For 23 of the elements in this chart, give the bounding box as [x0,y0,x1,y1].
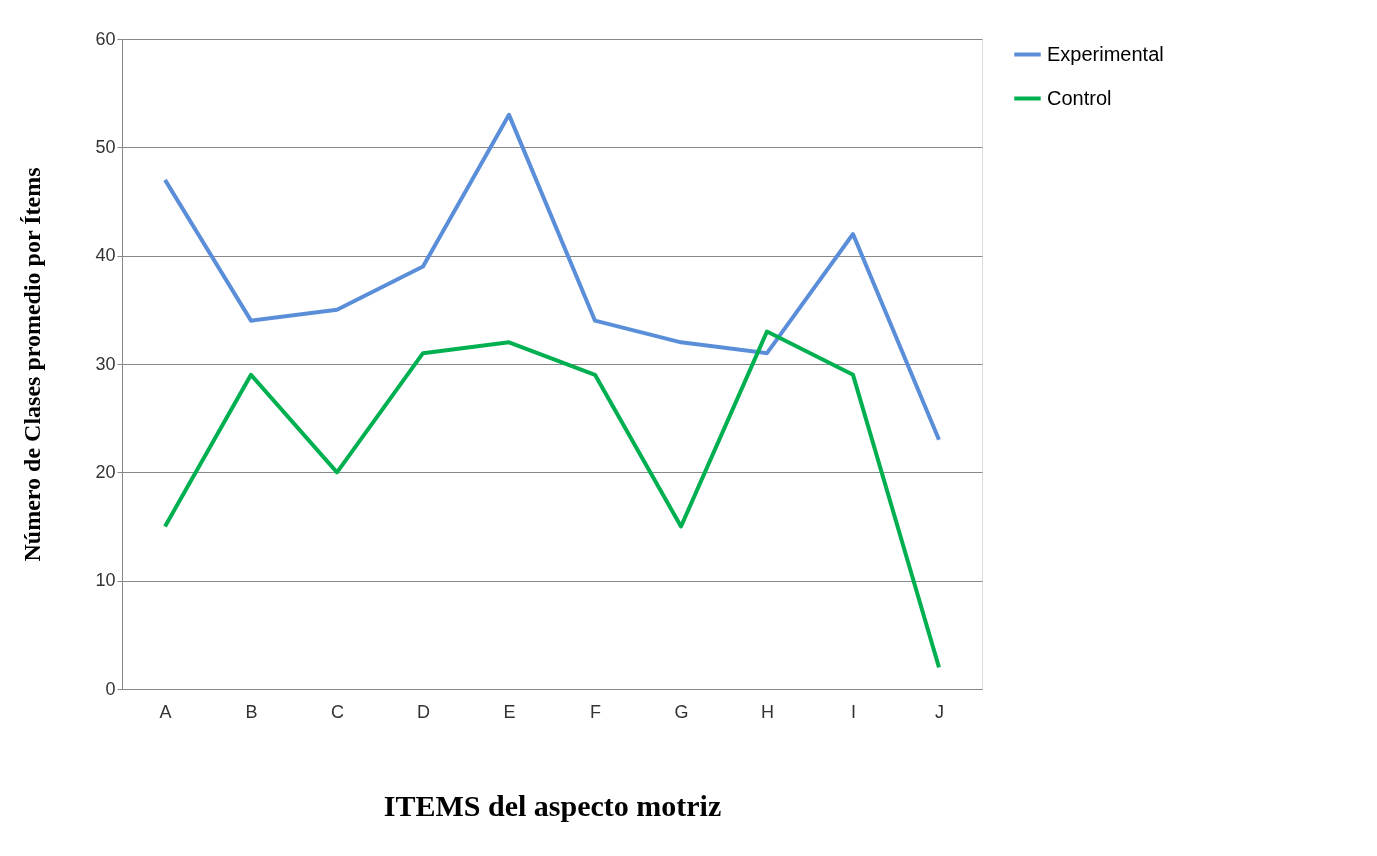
y-axis-title: Número de Clases promedio por Ítems [19,167,46,562]
x-tick-label: E [503,701,516,722]
y-tick-label: 50 [95,136,116,157]
y-tick-label: 0 [105,678,116,699]
x-tick-label: C [331,701,344,722]
x-axis-title: ITEMS del aspecto motriz [383,788,722,822]
x-tick-label: B [245,701,258,722]
legend-label: Control [1047,86,1112,109]
x-tick-label: G [674,701,689,722]
line-series [163,112,941,442]
x-tick-label: D [417,701,430,722]
y-tick-label: 10 [95,570,116,591]
x-tick-label: H [761,701,774,722]
x-tick-label: A [159,701,172,722]
line-series [163,329,941,670]
y-tick-label: 40 [95,245,116,266]
y-tick-label: 60 [95,28,116,49]
x-tick-label: F [590,701,601,722]
legend-label: Experimental [1047,42,1164,65]
y-tick-label: 20 [95,461,116,482]
x-tick-label: I [850,701,857,722]
x-tick-label: J [935,701,944,722]
y-tick-label: 30 [95,353,116,374]
